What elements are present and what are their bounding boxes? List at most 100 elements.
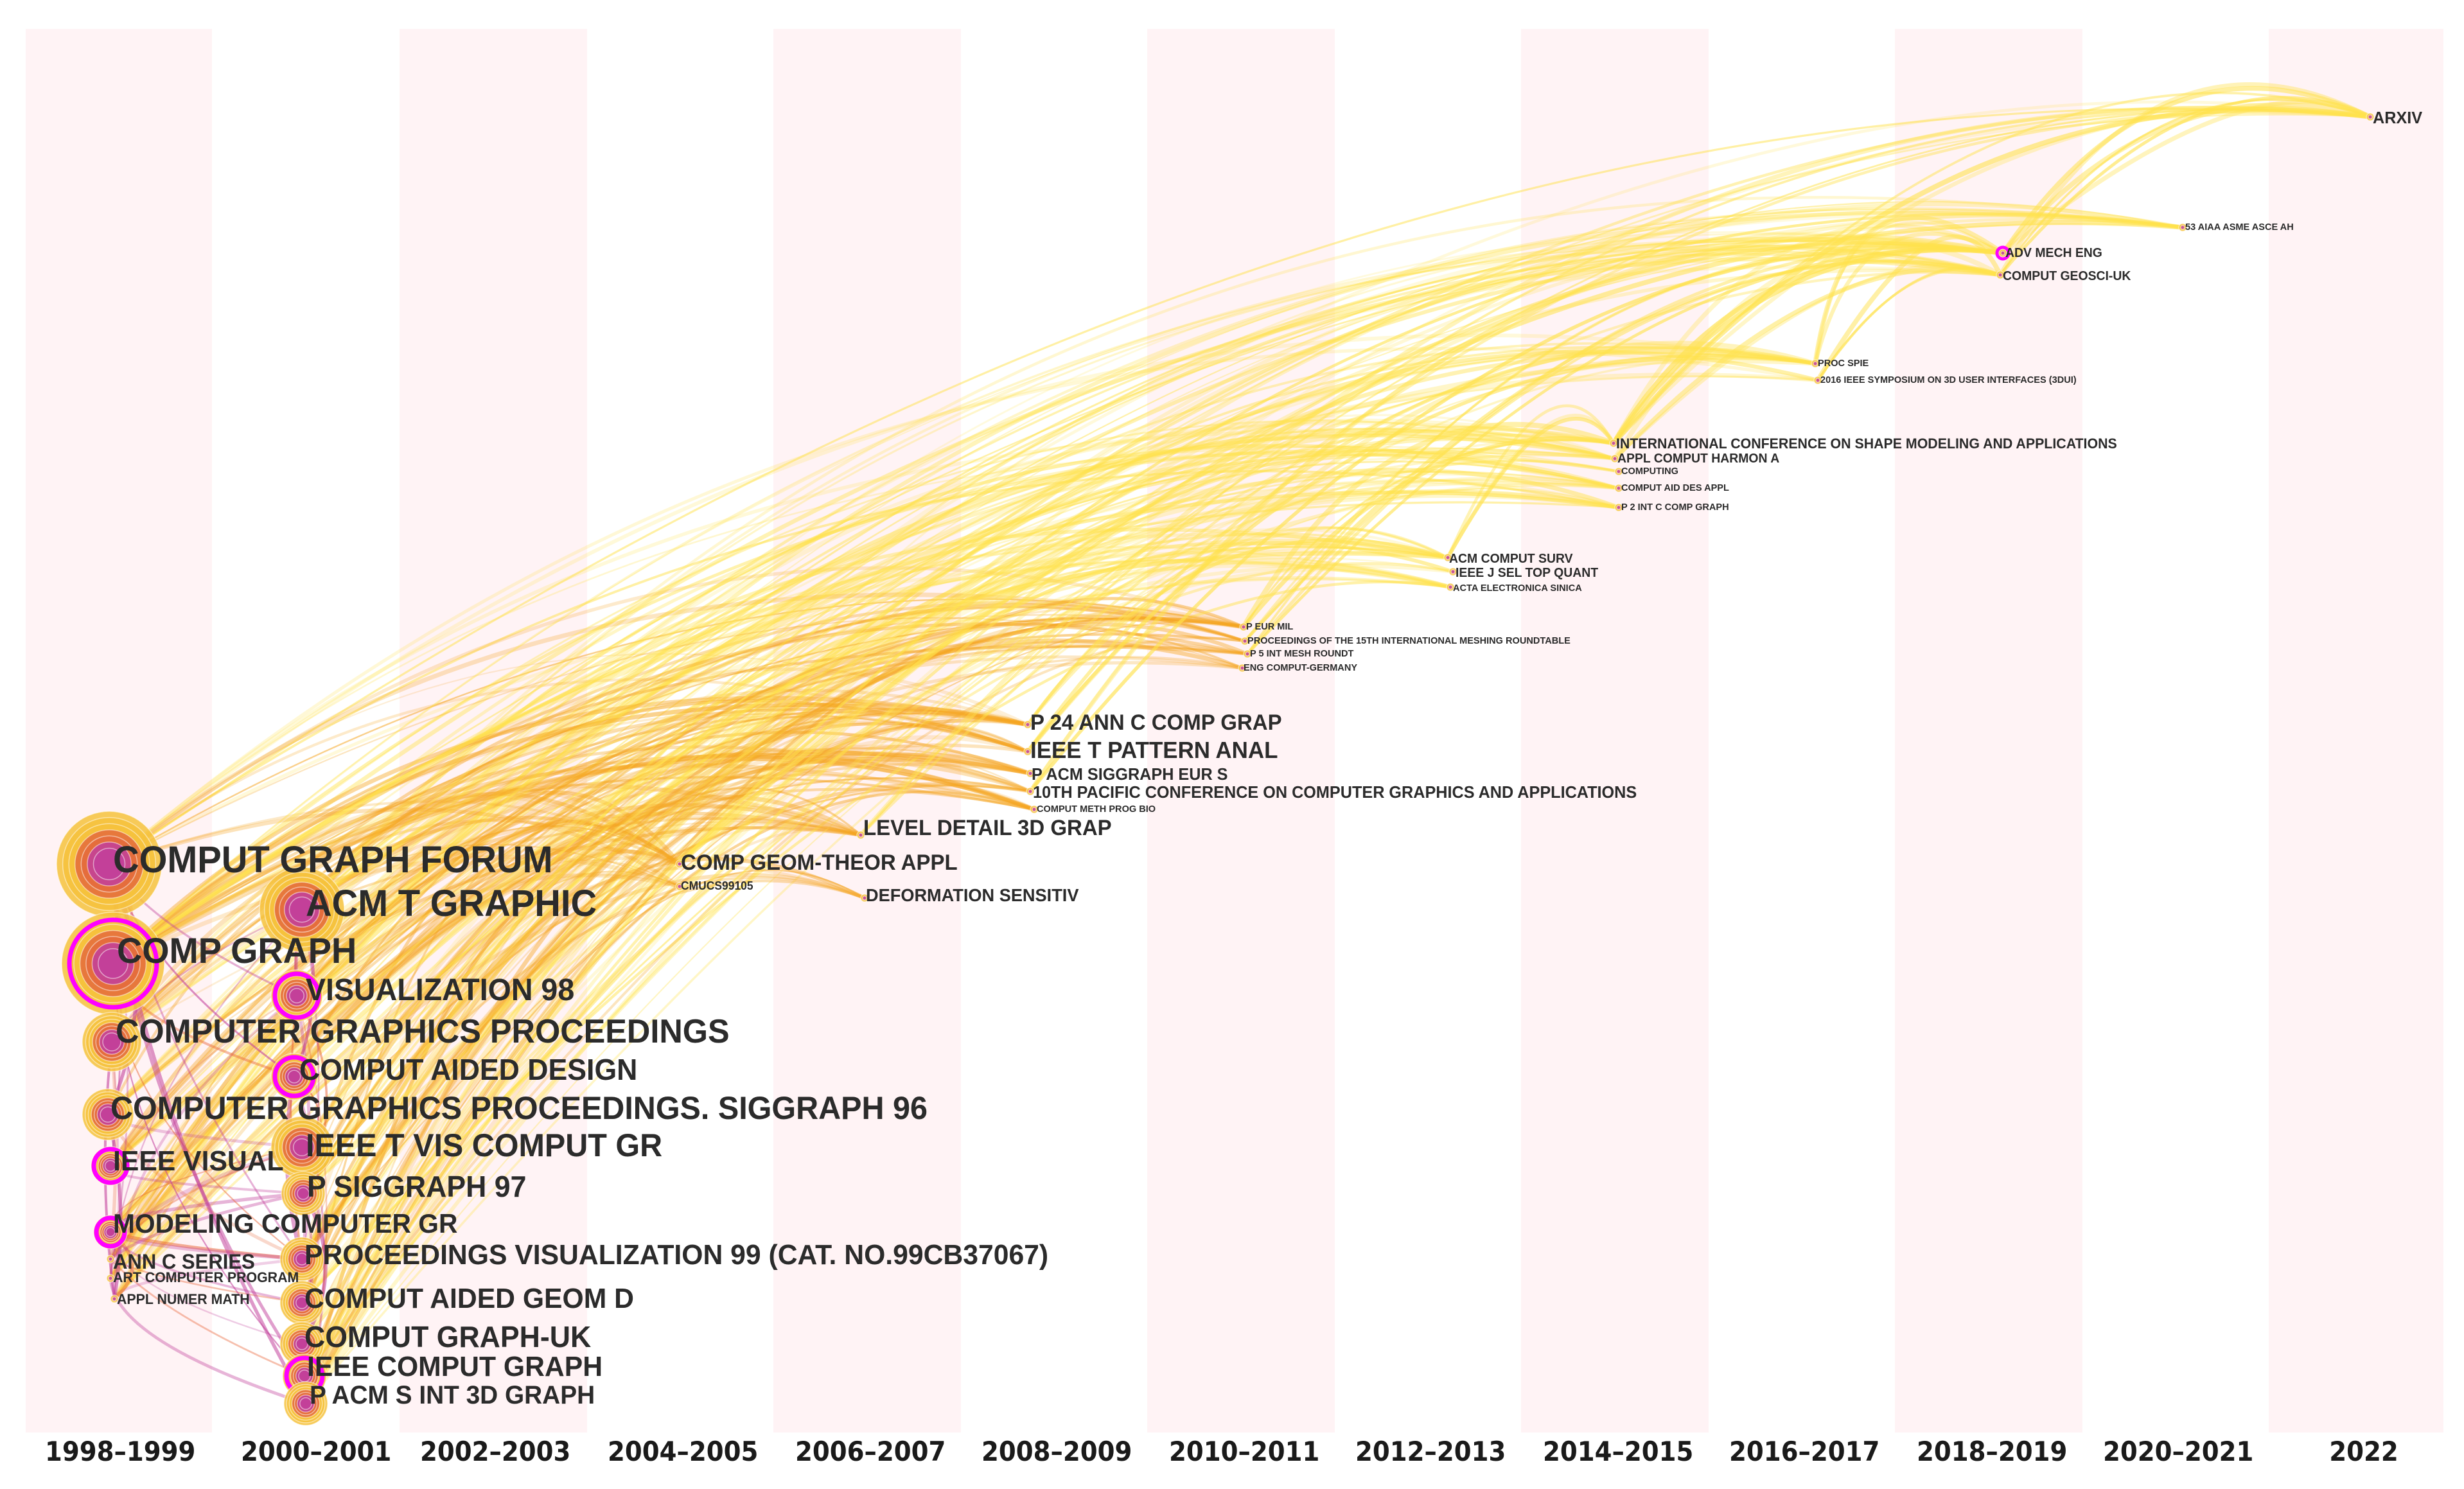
citation-link: [109, 756, 1032, 1234]
journal-node[interactable]: [1996, 270, 2005, 279]
journal-node[interactable]: [91, 1146, 130, 1186]
label-ieee-t-vis-comput-gr[interactable]: IEEE T VIS COMPUT GR: [306, 1127, 663, 1163]
journal-node[interactable]: [1448, 567, 1457, 576]
label-ieee-t-pattern-anal[interactable]: IEEE T PATTERN ANAL: [1030, 737, 1278, 763]
label-p-5-int-mesh-roundt[interactable]: P 5 INT MESH ROUNDT: [1250, 648, 1354, 659]
label-comput-graph-uk[interactable]: COMPUT GRAPH-UK: [304, 1320, 592, 1353]
journal-node[interactable]: [1238, 664, 1247, 673]
journal-node[interactable]: [1030, 805, 1039, 814]
label-proceedings-visualization-99[interactable]: PROCEEDINGS VISUALIZATION 99 (CAT. NO.99…: [304, 1239, 1049, 1271]
journal-node[interactable]: [61, 912, 165, 1016]
label-proc-spie[interactable]: PROC SPIE: [1818, 358, 1869, 369]
label-cmucs99105[interactable]: CMUCS99105: [681, 879, 753, 892]
journal-node[interactable]: [270, 1053, 318, 1100]
journal-node[interactable]: [2366, 112, 2375, 121]
citation-link: [301, 541, 1448, 1304]
journal-node[interactable]: [270, 969, 323, 1022]
journal-node[interactable]: [1614, 467, 1623, 476]
label-acm-comput-surv[interactable]: ACM COMPUT SURV: [1449, 552, 1573, 566]
journal-node[interactable]: [675, 882, 684, 891]
journal-node[interactable]: [279, 1280, 324, 1325]
label-comput-aided-design[interactable]: COMPUT AIDED DESIGN: [299, 1053, 638, 1086]
journal-node[interactable]: [259, 867, 345, 953]
journal-node[interactable]: [1239, 622, 1248, 631]
label-level-detail-3d-grap[interactable]: LEVEL DETAIL 3D GRAP: [863, 816, 1112, 840]
journal-node[interactable]: [1446, 583, 1455, 592]
label-comp-geom-theor-appl[interactable]: COMP GEOM-THEOR APPL: [681, 850, 958, 875]
citation-link: [112, 856, 680, 1300]
journal-node[interactable]: [1023, 720, 1032, 729]
label-ieee-comput-graph[interactable]: IEEE COMPUT GRAPH: [307, 1351, 603, 1382]
journal-node[interactable]: [1243, 649, 1252, 658]
journal-node[interactable]: [1240, 637, 1249, 646]
journal-node[interactable]: [1614, 503, 1623, 512]
label-arxiv[interactable]: ARXIV: [2373, 108, 2423, 127]
label-comput-geosci-uk[interactable]: COMPUT GEOSCI-UK: [2003, 269, 2131, 283]
label-adv-mech-eng[interactable]: ADV MECH ENG: [2005, 246, 2102, 260]
label-appl-numer-math[interactable]: APPL NUMER MATH: [117, 1291, 250, 1307]
label-ieee-j-sel-top-quant[interactable]: IEEE J SEL TOP QUANT: [1456, 566, 1599, 580]
label-proceedings-15th-meshing-roundtable[interactable]: PROCEEDINGS OF THE 15TH INTERNATIONAL ME…: [1247, 635, 1571, 646]
citation-link: [109, 210, 2183, 1280]
journal-node[interactable]: [1026, 769, 1035, 778]
label-comput-meth-prog-bio[interactable]: COMPUT METH PROG BIO: [1037, 804, 1156, 815]
journal-node[interactable]: [2178, 223, 2187, 232]
label-computing[interactable]: COMPUTING: [1621, 466, 1678, 477]
journal-node[interactable]: [1443, 553, 1452, 562]
label-computer-graphics-proceedings[interactable]: COMPUTER GRAPHICS PROCEEDINGS: [116, 1013, 730, 1050]
label-p-acm-s-int-3d-graph[interactable]: P ACM S INT 3D GRAPH: [310, 1381, 595, 1409]
journal-node[interactable]: [1026, 787, 1035, 796]
label-p-24-ann-c-comp-grap[interactable]: P 24 ANN C COMP GRAP: [1030, 710, 1282, 735]
node-ring: [1032, 807, 1037, 812]
journal-node[interactable]: [856, 831, 865, 840]
label-comp-graph[interactable]: COMP GRAPH: [117, 930, 357, 971]
label-p-eur-mil[interactable]: P EUR MIL: [1246, 621, 1294, 632]
label-visualization-98[interactable]: VISUALIZATION 98: [306, 973, 575, 1007]
journal-node[interactable]: [106, 1255, 115, 1264]
label-p-acm-siggraph-eur-s[interactable]: P ACM SIGGRAPH EUR S: [1032, 764, 1228, 784]
journal-node[interactable]: [1023, 747, 1032, 756]
journal-node[interactable]: [1609, 439, 1618, 448]
label-acta-electronica-sinica[interactable]: ACTA ELECTRONICA SINICA: [1453, 583, 1582, 594]
label-deformation-sensitiv[interactable]: DEFORMATION SENSITIV: [866, 885, 1079, 905]
label-ann-c-series[interactable]: ANN C SERIES: [113, 1250, 255, 1273]
label-10th-pacific-conference[interactable]: 10TH PACIFIC CONFERENCE ON COMPUTER GRAP…: [1033, 782, 1637, 802]
journal-node[interactable]: [675, 859, 684, 868]
label-53-aiaa-asme-asce-ah[interactable]: 53 AIAA ASME ASCE AH: [2185, 222, 2294, 233]
label-p-siggraph-97[interactable]: P SIGGRAPH 97: [307, 1170, 527, 1203]
label-ieee-visual[interactable]: IEEE VISUAL: [113, 1145, 284, 1177]
journal-node[interactable]: [1813, 376, 1822, 385]
journal-node[interactable]: [110, 1294, 119, 1303]
journal-node[interactable]: [93, 1215, 128, 1249]
journal-node[interactable]: [1610, 454, 1619, 463]
journal-node[interactable]: [1995, 245, 2011, 261]
journal-node[interactable]: [56, 811, 163, 917]
label-intl-conf-shape-modeling[interactable]: INTERNATIONAL CONFERENCE ON SHAPE MODELI…: [1616, 436, 2117, 452]
journal-node[interactable]: [860, 894, 869, 903]
label-comput-graph-forum[interactable]: COMPUT GRAPH FORUM: [113, 839, 553, 881]
journal-node[interactable]: [1614, 484, 1623, 493]
journal-node[interactable]: [106, 1274, 115, 1283]
journal-node[interactable]: [283, 1381, 328, 1426]
journal-node[interactable]: [82, 1088, 134, 1141]
journal-node[interactable]: [279, 1237, 324, 1282]
label-2016-ieee-3dui[interactable]: 2016 IEEE SYMPOSIUM ON 3D USER INTERFACE…: [1820, 374, 2077, 385]
citation-link: [301, 876, 865, 1303]
label-comput-aided-geom-d[interactable]: COMPUT AIDED GEOM D: [304, 1283, 634, 1314]
label-p-2-int-c-comp-graph[interactable]: P 2 INT C COMP GRAPH: [1621, 502, 1729, 513]
journal-node[interactable]: [270, 1116, 333, 1179]
label-appl-comput-harmon-a[interactable]: APPL COMPUT HARMON A: [1617, 452, 1780, 466]
label-acm-t-graphic[interactable]: ACM T GRAPHIC: [306, 883, 597, 924]
citation-link: [107, 592, 1244, 866]
label-eng-comput-germany[interactable]: ENG COMPUT-GERMANY: [1244, 662, 1358, 673]
journal-node[interactable]: [279, 1321, 324, 1366]
journal-node[interactable]: [281, 1171, 326, 1216]
label-art-computer-program[interactable]: ART COMPUTER PROGRAM: [113, 1269, 299, 1285]
journal-node[interactable]: [1811, 359, 1820, 368]
citation-link: [1246, 246, 2003, 655]
journal-node[interactable]: [82, 1012, 142, 1072]
citation-link: [112, 249, 2001, 965]
label-comput-aid-des-appl[interactable]: COMPUT AID DES APPL: [1621, 482, 1729, 493]
label-computer-graphics-proceedings-siggraph-96[interactable]: COMPUTER GRAPHICS PROCEEDINGS. SIGGRAPH …: [110, 1090, 928, 1126]
label-modeling-computer-gr[interactable]: MODELING COMPUTER GR: [113, 1208, 458, 1238]
